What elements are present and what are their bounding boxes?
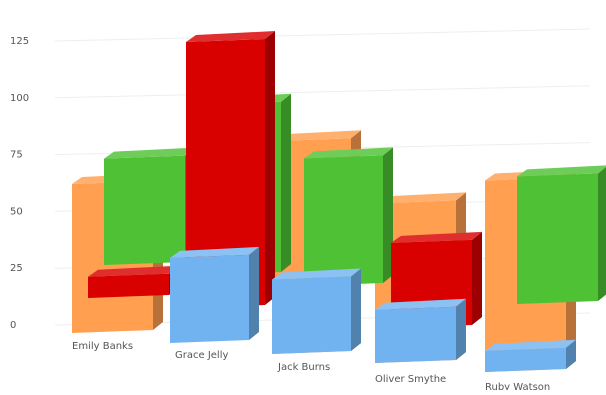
bar — [304, 147, 393, 286]
bar — [186, 31, 275, 308]
bar — [170, 246, 259, 343]
x-tick-label: Emily Banks — [72, 341, 133, 352]
bar — [104, 147, 195, 265]
y-tick-label: 25 — [10, 263, 23, 274]
bar — [88, 265, 179, 298]
x-axis-labels: Emily Banks Grace Jelly Jack Burns Oliver S… — [72, 341, 550, 393]
y-tick-label: 100 — [10, 93, 29, 104]
x-tick-label: Grace Jelly — [175, 350, 228, 361]
bars — [72, 31, 606, 372]
x-tick-label: Jack Burns — [277, 362, 330, 373]
bar — [375, 298, 466, 363]
bar — [485, 339, 576, 372]
bar — [272, 268, 361, 354]
y-axis-ticks: 0 25 50 75 100 125 — [10, 36, 29, 331]
y-tick-label: 125 — [10, 36, 29, 47]
gridline — [54, 85, 591, 99]
y-tick-label: 50 — [10, 206, 23, 217]
bar — [517, 165, 606, 304]
y-tick-label: 0 — [10, 320, 16, 331]
x-tick-label: Oliver Smythe — [375, 374, 446, 385]
gridline — [54, 28, 591, 42]
x-tick-label: Ruby Watson — [485, 382, 550, 390]
y-tick-label: 75 — [10, 150, 23, 161]
